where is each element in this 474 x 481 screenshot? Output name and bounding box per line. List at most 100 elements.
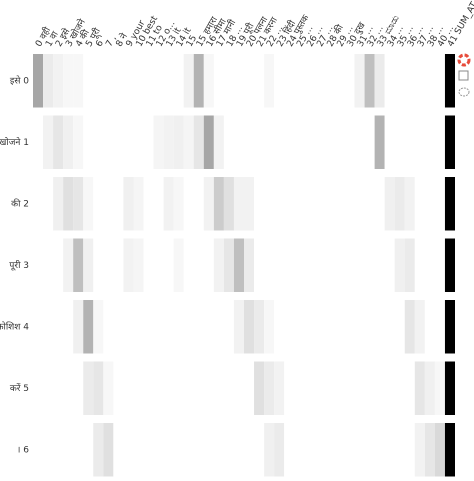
lasso-tool[interactable] [458,87,470,97]
heat-cell [173,300,184,354]
heat-cell [183,423,194,477]
heat-cell [444,54,455,108]
heat-cell [123,423,134,477]
heat-cell [173,361,184,415]
heat-cell [163,177,174,231]
heat-cell [414,300,425,354]
heat-cell [344,54,355,108]
heat-cell [83,423,94,477]
heat-cell [364,300,375,354]
heat-cell [93,300,104,354]
heat-cell [374,423,385,477]
heat-cell [183,238,194,292]
heat-cell [113,54,124,108]
heat-cell [93,177,104,231]
heat-cell [394,423,405,477]
heat-cell [434,423,445,477]
heat-cell [183,177,194,231]
heat-cell [213,423,224,477]
heat-cell [63,54,74,108]
box-zoom-tool[interactable] [458,70,469,81]
heat-cell [213,177,224,231]
heat-cell [314,177,325,231]
heat-cell [434,361,445,415]
heat-cell [223,115,234,169]
heat-cell [163,300,174,354]
heat-cell [244,300,255,354]
heat-cell [113,238,124,292]
heat-cell [364,115,375,169]
row-label: खोजने 1 [0,136,29,148]
heat-cell [73,238,84,292]
heat-cell [93,238,104,292]
heat-cell [284,238,295,292]
heat-cell [33,115,44,169]
heat-cell [73,300,84,354]
heat-cell [193,238,204,292]
heat-cell [244,115,255,169]
heat-cell [444,115,455,169]
heat-cell [424,238,435,292]
heat-cell [254,300,265,354]
heat-cell [123,238,134,292]
heat-cell [123,361,134,415]
heat-cell [53,423,64,477]
heat-cell [334,54,345,108]
heat-cell [133,423,144,477]
heat-cell [354,115,365,169]
heat-cell [374,361,385,415]
heat-cell [324,177,335,231]
heat-cell [254,361,265,415]
heat-cell [424,300,435,354]
heat-cell [444,177,455,231]
heat-cell [143,423,154,477]
heat-cell [284,361,295,415]
heat-cell [183,300,194,354]
heat-cell [424,423,435,477]
heat-cell [294,115,305,169]
heat-cell [133,177,144,231]
heat-cell [103,423,114,477]
heat-cell [113,300,124,354]
heat-cell [294,177,305,231]
heat-cell [324,423,335,477]
column-label: 6 ' [94,34,108,49]
heat-cell [123,54,134,108]
heat-cell [294,238,305,292]
heat-cell [113,423,124,477]
heat-cell [314,238,325,292]
heat-cell [123,177,134,231]
heat-cell [284,423,295,477]
heat-cell [364,361,375,415]
heat-cell [213,361,224,415]
heat-cell [213,238,224,292]
column-label: 41 SUM_AT... [446,0,474,49]
heat-cell [123,300,134,354]
heat-cell [193,115,204,169]
heat-cell [334,423,345,477]
heat-cell [264,177,275,231]
heat-cell [414,361,425,415]
row-label: कोशिश 4 [0,320,29,332]
row-label: की 2 [11,197,29,209]
heat-cell [404,423,415,477]
column-label: 15 [185,34,199,49]
heat-cell [304,423,315,477]
heat-cell [83,115,94,169]
heat-cell [314,423,325,477]
heat-cell [274,54,285,108]
heat-cell [344,300,355,354]
heat-cell [434,54,445,108]
heat-cell [444,361,455,415]
heat-cell [404,300,415,354]
heat-cell [233,238,244,292]
heat-cell [73,115,84,169]
heat-cell [63,115,74,169]
heat-cell [113,177,124,231]
heat-cell [274,423,285,477]
heat-cell [83,177,94,231]
heat-cell [444,423,455,477]
heat-cell [93,361,104,415]
heat-cell [203,238,214,292]
heat-cell [434,115,445,169]
